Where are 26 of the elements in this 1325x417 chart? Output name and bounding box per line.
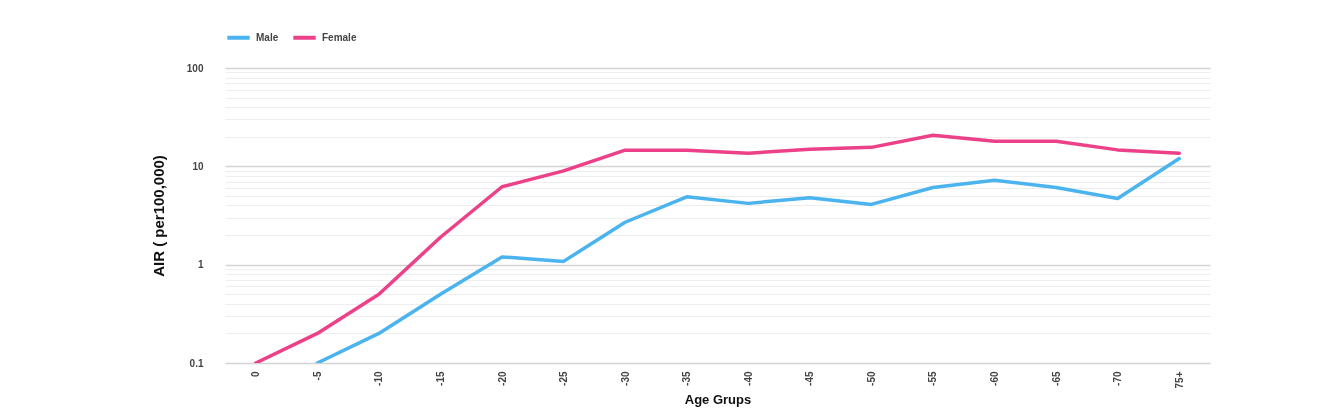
y-axis-title: AIR ( per100,000) [149,155,167,277]
x-tick-label: -25 [558,371,570,386]
x-tick-label: -5 [311,371,323,381]
x-tick-label: -70 [1112,371,1124,386]
x-tick-label: -35 [681,371,693,386]
x-tick-label: -55 [927,371,939,386]
x-tick-label: -10 [373,371,385,386]
x-tick-label: -45 [804,371,816,386]
y-tick-label: 1 [197,259,204,271]
x-tick-label: -15 [434,371,446,386]
y-tick-label: 0.1 [189,357,204,369]
line-series [254,133,1181,363]
x-tick-label: 75+ [1173,371,1185,389]
x-tick-label: -40 [742,371,754,386]
legend-label: Male [256,31,279,43]
y-tick-label: 100 [186,62,204,74]
x-axis-title: Age Grups [684,392,752,408]
x-tick-label: -65 [1050,371,1062,386]
x-tick-label: 0 [250,371,262,378]
x-tick-label: -50 [865,371,877,386]
x-tick-label: -20 [496,371,508,386]
legend-label: Female [322,31,357,43]
y-tick-label: 10 [192,160,204,172]
x-tick-label: -30 [619,371,631,386]
x-tick-label: -60 [989,371,1001,386]
line-series [315,156,1181,363]
